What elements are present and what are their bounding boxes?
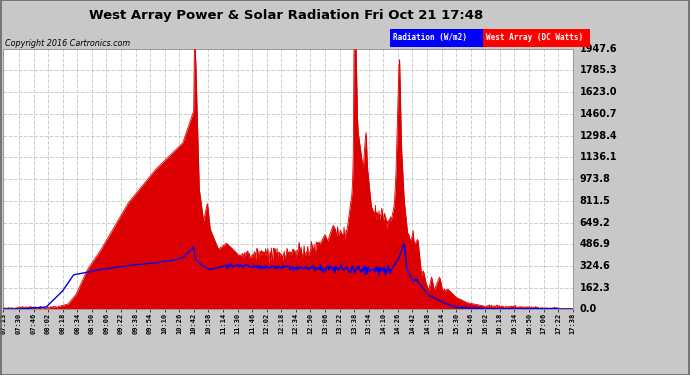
- Text: 1460.7: 1460.7: [580, 109, 618, 119]
- Text: 324.6: 324.6: [580, 261, 611, 271]
- Text: 811.5: 811.5: [580, 196, 611, 206]
- Text: 486.9: 486.9: [580, 239, 611, 249]
- Text: 973.8: 973.8: [580, 174, 611, 184]
- Text: Copyright 2016 Cartronics.com: Copyright 2016 Cartronics.com: [5, 39, 130, 48]
- Text: Radiation (W/m2): Radiation (W/m2): [393, 33, 467, 42]
- Text: 0.0: 0.0: [580, 304, 597, 314]
- Text: West Array Power & Solar Radiation Fri Oct 21 17:48: West Array Power & Solar Radiation Fri O…: [89, 9, 484, 22]
- Text: 1298.4: 1298.4: [580, 130, 618, 141]
- Text: 162.3: 162.3: [580, 283, 611, 292]
- Text: 1136.1: 1136.1: [580, 152, 618, 162]
- Text: 1785.3: 1785.3: [580, 66, 618, 75]
- Text: 1623.0: 1623.0: [580, 87, 618, 97]
- Text: 1947.6: 1947.6: [580, 44, 618, 54]
- Text: 649.2: 649.2: [580, 217, 611, 228]
- Text: West Array (DC Watts): West Array (DC Watts): [486, 33, 584, 42]
